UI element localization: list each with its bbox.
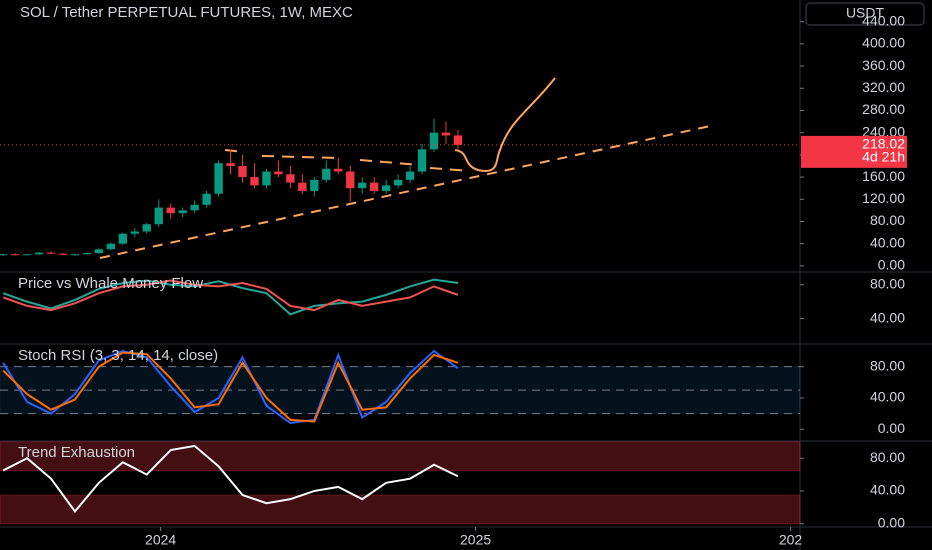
- band: [0, 441, 801, 471]
- candle-body: [82, 253, 92, 255]
- x-tick-label: 2024: [145, 532, 176, 548]
- y-tick-label: 320.00: [862, 79, 905, 95]
- currency-button[interactable]: [805, 2, 925, 26]
- countdown-label: 4d 21h: [862, 149, 905, 165]
- series-line: [2, 444, 459, 514]
- y-tick-label: 80.00: [870, 449, 905, 465]
- candle-body: [94, 249, 104, 254]
- candle-body: [46, 252, 56, 254]
- candle-body: [214, 163, 223, 194]
- drawings: [99, 77, 716, 259]
- y-tick-label: 40.00: [870, 389, 905, 405]
- candle-body: [0, 254, 8, 256]
- candle-body: [310, 179, 319, 191]
- y-tick-label: 360.00: [862, 57, 905, 73]
- candle-body: [10, 254, 20, 256]
- candle-body: [393, 179, 403, 186]
- series-line: [2, 351, 459, 423]
- y-tick-label: 400.00: [862, 35, 905, 51]
- y-tick-label: 240.00: [862, 123, 905, 139]
- y-tick-label: 280.00: [862, 101, 905, 117]
- candle-body: [453, 135, 463, 145]
- candle-body: [166, 207, 175, 214]
- pane-title: Price vs Whale Money Flow: [18, 275, 203, 292]
- candle-body: [190, 204, 199, 211]
- candle-body: [274, 171, 283, 175]
- candle-body: [346, 171, 355, 189]
- candle-body: [70, 254, 80, 256]
- last-price-label: 218.02: [862, 136, 905, 152]
- candle-body: [142, 224, 151, 232]
- pane-title: Stoch RSI (3, 3, 14, 14, close): [18, 347, 218, 364]
- pane-title: Trend Exhaustion: [18, 444, 135, 461]
- candle-body: [22, 254, 32, 256]
- x-tick-label: 2025: [460, 532, 491, 548]
- candle-body: [34, 252, 44, 255]
- candle-body: [262, 171, 271, 186]
- candle-body: [226, 163, 235, 166]
- candle-body: [369, 182, 379, 191]
- candle-body: [417, 149, 427, 172]
- support-trendline: [99, 124, 716, 259]
- candle-body: [429, 132, 439, 150]
- candle-body: [334, 168, 343, 172]
- y-tick-label: 0.00: [878, 420, 905, 436]
- projection-curve: [454, 77, 556, 172]
- series-line: [2, 349, 459, 425]
- chart-title: SOL / Tether PERPETUAL FUTURES, 1W, MEXC: [20, 4, 353, 21]
- candle-body: [358, 182, 367, 189]
- candle-body: [286, 174, 295, 183]
- candle-body: [178, 210, 187, 214]
- candle-body: [381, 185, 391, 191]
- y-tick-label: 0.00: [878, 514, 905, 530]
- candle-body: [405, 171, 415, 180]
- y-tick-label: 80.00: [870, 212, 905, 228]
- candle-body: [298, 182, 307, 191]
- y-tick-label: 80.00: [870, 275, 905, 291]
- last-price-box: [801, 135, 907, 168]
- y-tick-label: 440.00: [862, 12, 905, 28]
- candle-body: [250, 177, 259, 186]
- currency-label[interactable]: USDT: [846, 5, 885, 21]
- y-tick-label: 40.00: [870, 309, 905, 325]
- resistance-trendline: [224, 149, 471, 172]
- candle-body: [118, 233, 128, 244]
- candle-body: [202, 193, 211, 205]
- candle-body: [130, 231, 139, 234]
- candle-body: [441, 132, 451, 136]
- x-tick-label: 202: [779, 532, 803, 548]
- y-tick-label: 80.00: [870, 357, 905, 373]
- y-tick-label: 160.00: [862, 168, 905, 184]
- candle-body: [322, 168, 331, 180]
- y-tick-label: 40.00: [870, 234, 905, 250]
- candle-body: [58, 253, 68, 255]
- y-tick-label: 0.00: [878, 257, 905, 273]
- candle-body: [238, 165, 247, 178]
- band: [0, 494, 801, 525]
- y-tick-label: 120.00: [862, 190, 905, 206]
- candle-body: [106, 243, 116, 250]
- y-tick-label: 40.00: [870, 482, 905, 498]
- series-line: [2, 279, 459, 312]
- candle-body: [154, 207, 163, 225]
